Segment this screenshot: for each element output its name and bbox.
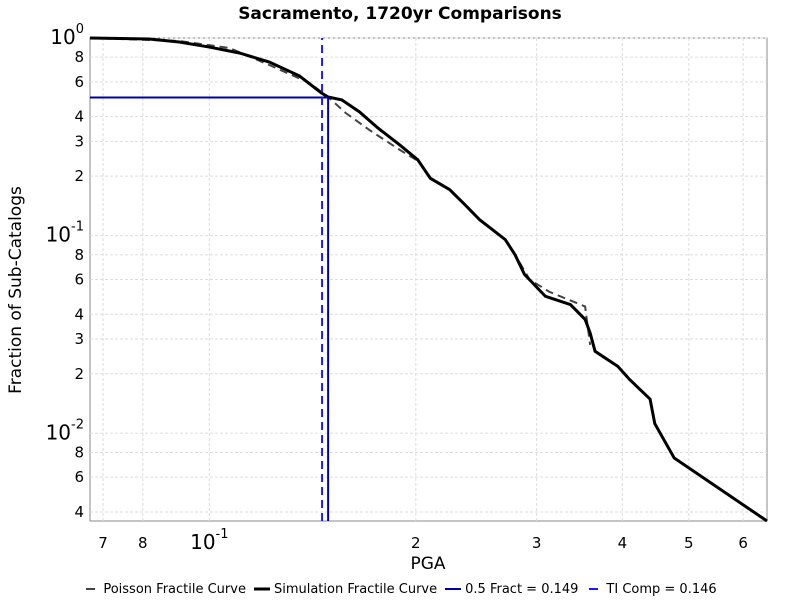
tick-label: 5 bbox=[684, 534, 694, 552]
tick-base: 5 bbox=[684, 534, 694, 552]
tick-base: 8 bbox=[74, 48, 84, 66]
tick-label: 2 bbox=[74, 364, 84, 382]
tick-label: 6 bbox=[74, 270, 84, 288]
chart: Sacramento, 1720yr Comparisons PGA Fract… bbox=[6, 4, 768, 574]
tick-base: 7 bbox=[98, 534, 108, 552]
chart-title: Sacramento, 1720yr Comparisons bbox=[238, 4, 562, 24]
tick-label: 6 bbox=[74, 72, 84, 90]
legend-label: 0.5 Fract = 0.149 bbox=[465, 581, 579, 597]
tick-base: 8 bbox=[74, 443, 84, 461]
tick-label: 8 bbox=[138, 534, 148, 552]
tick-base: 4 bbox=[74, 305, 84, 323]
legend-swatch bbox=[253, 587, 270, 591]
legend-swatch bbox=[86, 588, 96, 590]
legend-swatch bbox=[589, 588, 599, 590]
tick-base: 2 bbox=[411, 534, 421, 552]
tick-base: 4 bbox=[618, 534, 628, 552]
tick-label: 4 bbox=[74, 107, 84, 125]
tick-label: 4 bbox=[618, 534, 628, 552]
legend: Poisson Fractile Curve Simulation Fractil… bbox=[0, 578, 800, 600]
tick-label: 6 bbox=[738, 534, 748, 552]
series-line bbox=[89, 36, 768, 523]
tick-base: 10 bbox=[46, 420, 71, 444]
tick-base: 10 bbox=[190, 530, 215, 554]
tick-label: 2 bbox=[411, 534, 421, 552]
tick-base: 6 bbox=[74, 72, 84, 90]
tick-base: 6 bbox=[738, 534, 748, 552]
tick-label: 3 bbox=[532, 534, 542, 552]
tick-base: 8 bbox=[138, 534, 148, 552]
tick-exponent: -1 bbox=[216, 527, 229, 542]
tick-base: 2 bbox=[74, 167, 84, 185]
tick-label: 10-1 bbox=[190, 527, 228, 554]
tick-label: 8 bbox=[74, 443, 84, 461]
tick-label: 3 bbox=[74, 329, 84, 347]
tick-base: 3 bbox=[74, 132, 84, 150]
tick-label: 8 bbox=[74, 48, 84, 66]
x-axis-label: PGA bbox=[410, 554, 445, 574]
tick-label: 3 bbox=[74, 132, 84, 150]
tick-base: 6 bbox=[74, 270, 84, 288]
tick-base: 4 bbox=[74, 107, 84, 125]
tick-label: 10-1 bbox=[46, 219, 84, 246]
tick-label: 7 bbox=[98, 534, 108, 552]
tick-label: 8 bbox=[74, 245, 84, 263]
tick-exponent: -2 bbox=[71, 417, 84, 432]
legend-swatch bbox=[445, 588, 462, 590]
tick-base: 3 bbox=[532, 534, 542, 552]
tick-exponent: 0 bbox=[76, 22, 84, 37]
legend-label: Simulation Fractile Curve bbox=[273, 581, 438, 597]
tick-label: 4 bbox=[74, 305, 84, 323]
legend-item: TI Comp = 0.146 bbox=[586, 581, 717, 597]
series-line bbox=[90, 96, 330, 521]
tick-base: 2 bbox=[74, 364, 84, 382]
legend-item: Poisson Fractile Curve bbox=[83, 582, 246, 597]
tick-base: 10 bbox=[50, 25, 75, 49]
tick-label: 2 bbox=[74, 167, 84, 185]
tick-base: 10 bbox=[46, 222, 71, 246]
legend-label: TI Comp = 0.146 bbox=[606, 581, 717, 597]
tick-base: 8 bbox=[74, 245, 84, 263]
tick-base: 4 bbox=[74, 502, 84, 520]
tick-label: 100 bbox=[50, 22, 84, 49]
legend-item: Simulation Fractile Curve bbox=[253, 581, 438, 597]
page: {"chart_data": {"type": "line", "title":… bbox=[6, 4, 768, 597]
y-axis-label: Fraction of Sub-Catalogs bbox=[6, 186, 26, 394]
legend-label: Poisson Fractile Curve bbox=[103, 581, 246, 597]
tick-base: 3 bbox=[74, 329, 84, 347]
legend-item: 0.5 Fract = 0.149 bbox=[445, 582, 578, 597]
tick-base: 6 bbox=[74, 468, 84, 486]
tick-exponent: -1 bbox=[71, 219, 84, 234]
tick-label: 10-2 bbox=[46, 417, 84, 444]
tick-label: 4 bbox=[74, 502, 84, 520]
tick-label: 6 bbox=[74, 468, 84, 486]
